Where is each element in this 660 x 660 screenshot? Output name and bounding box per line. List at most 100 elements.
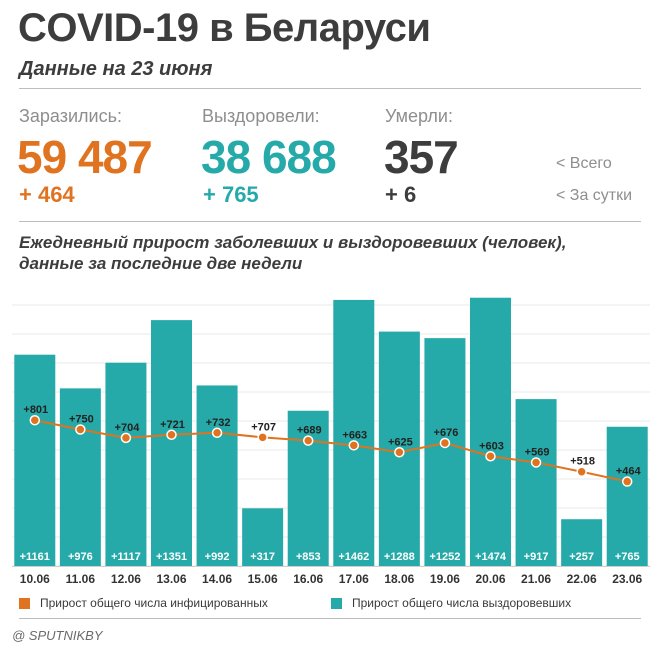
infected-value-label: +750 [69, 414, 94, 426]
infected-point [29, 414, 41, 426]
recovered-bar [151, 320, 192, 566]
infected-value-label: +689 [297, 425, 322, 437]
infected-value-label: +663 [342, 429, 367, 441]
recovered-value-label: +1351 [156, 551, 187, 563]
recovered-value-label: +853 [296, 551, 321, 563]
x-tick-label: 10.06 [20, 572, 50, 586]
legend-recovered-swatch [331, 597, 342, 609]
infected-point [75, 424, 86, 435]
x-tick-label: 11.06 [66, 572, 96, 586]
recovered-value-label: +317 [250, 551, 275, 563]
recovered-bar [242, 508, 284, 566]
infected-delta: + 464 [19, 182, 75, 207]
deaths-delta: + 6 [385, 182, 417, 207]
hint-daily: < За сутки [556, 187, 633, 204]
x-tick-label: 19.06 [430, 572, 460, 586]
x-tick-label: 12.06 [111, 572, 141, 586]
infected-point [120, 432, 132, 444]
deaths-total: 357 [384, 131, 459, 183]
legend-recovered-label: Прирост общего числа выздоровевших [352, 596, 572, 610]
recovered-bar [333, 299, 375, 566]
chart-title: Ежедневный прирост заболевших и выздоров… [19, 232, 566, 274]
infected-point [530, 457, 542, 468]
legend-infected: Прирост общего числа инфицированных [19, 596, 268, 610]
infected-value-label: +603 [479, 440, 504, 452]
infected-point [394, 447, 405, 458]
recovered-bar [14, 354, 56, 566]
infected-value-label: +707 [251, 421, 276, 433]
infected-value-label: +732 [206, 417, 231, 429]
legend-infected-label: Прирост общего числа инфицированных [40, 596, 268, 610]
infected-point [348, 440, 360, 451]
recovered-bar [105, 362, 147, 566]
x-tick-label: 22.06 [567, 572, 597, 586]
infected-total: 59 487 [17, 131, 153, 183]
recovered-bars [14, 297, 648, 566]
recovered-value-label: +765 [615, 551, 640, 563]
recovered-bar [515, 399, 557, 566]
infected-point [576, 466, 587, 477]
x-tick-label: 15.06 [248, 572, 278, 586]
infected-value-label: +721 [160, 419, 185, 431]
infected-point [257, 432, 268, 443]
infected-line-path [34, 419, 628, 483]
recovered-value-label: +1462 [338, 551, 369, 563]
infected-value-label: +625 [388, 436, 413, 448]
header-divider [19, 88, 641, 89]
x-axis-ticks: 10.06 11.06 12.06 13.06 14.06 15.06 16.06 17.06… [12, 566, 650, 586]
recovered-value-label: +992 [205, 551, 230, 563]
recovered-bar [196, 385, 238, 566]
infected-label: Заразились: [19, 106, 122, 126]
x-tick-label: 14.06 [202, 572, 232, 586]
recovered-value-label: +917 [524, 551, 549, 563]
recovered-bar [59, 388, 101, 566]
infected-point [302, 435, 314, 446]
x-tick-label: 18.06 [384, 572, 414, 586]
infected-line [29, 414, 633, 487]
x-tick-label: 21.06 [521, 572, 551, 586]
hint-total: < Всего [556, 155, 612, 172]
infected-value-label: +518 [570, 456, 595, 468]
recovered-delta: + 765 [203, 182, 259, 207]
legend-recovered: Прирост общего числа выздоровевших [331, 596, 571, 610]
x-tick-label: 23.06 [612, 572, 642, 586]
stats-divider [19, 221, 641, 222]
infected-value-label: +464 [616, 466, 642, 478]
chart-title-line-1: Ежедневный прирост заболевших и выздоров… [19, 233, 567, 252]
infected-point [485, 451, 496, 462]
infected-point [621, 476, 633, 487]
recovered-value-label: +1252 [429, 551, 460, 563]
infected-point [211, 427, 223, 439]
recovered-total: 38 688 [201, 131, 337, 183]
recovered-value-label: +1288 [384, 551, 415, 563]
recovered-bar [424, 338, 466, 566]
infected-value-label: +704 [115, 422, 141, 434]
x-tick-label: 20.06 [475, 572, 505, 586]
infected-point [166, 429, 177, 441]
recovered-value-label: +1474 [475, 551, 507, 563]
footer-divider [19, 618, 641, 619]
x-tick-label: 13.06 [156, 572, 186, 586]
recovered-bar [470, 297, 511, 566]
page-title: COVID-19 в Беларуси [18, 6, 431, 50]
x-tick-label: 16.06 [293, 572, 323, 586]
chart-title-line-2: данные за последние две недели [19, 254, 303, 273]
page-subtitle: Данные на 23 июня [19, 58, 213, 80]
recovered-value-label: +976 [68, 551, 93, 563]
recovered-value-label: +257 [569, 551, 594, 563]
x-tick-label: 17.06 [339, 572, 369, 586]
infected-value-label: +569 [525, 446, 550, 458]
infected-point [439, 437, 451, 449]
legend-infected-swatch [19, 597, 30, 609]
credit: @ SPUTNIKBY [12, 628, 103, 643]
recovered-label: Выздоровели: [202, 106, 320, 126]
recovered-bar [606, 426, 648, 566]
infected-value-label: +676 [434, 427, 459, 439]
recovered-value-label: +1161 [20, 551, 50, 563]
data-labels: +801 +750 +704 +721 +732 +707 +689 +663 +625 +676… [20, 404, 642, 563]
recovered-bar [561, 519, 603, 566]
infected-value-label: +801 [23, 404, 48, 416]
recovered-value-label: +1117 [111, 551, 141, 563]
deaths-label: Умерли: [385, 106, 453, 126]
